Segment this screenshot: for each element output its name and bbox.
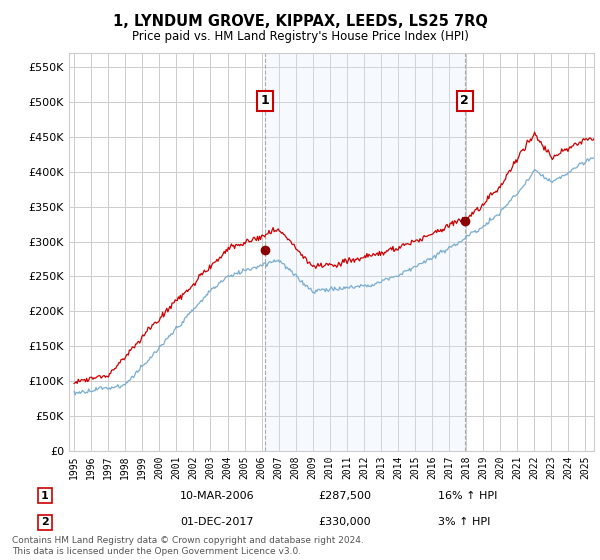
Text: Contains HM Land Registry data © Crown copyright and database right 2024.
This d: Contains HM Land Registry data © Crown c… [12, 536, 364, 556]
Text: 1: 1 [260, 95, 269, 108]
Text: 16% ↑ HPI: 16% ↑ HPI [438, 491, 497, 501]
Text: 1: 1 [41, 491, 49, 501]
Text: 3% ↑ HPI: 3% ↑ HPI [438, 517, 490, 528]
Text: 1, LYNDUM GROVE, KIPPAX, LEEDS, LS25 7RQ: 1, LYNDUM GROVE, KIPPAX, LEEDS, LS25 7RQ [113, 14, 487, 29]
Bar [265, 53, 465, 451]
Text: 2: 2 [460, 95, 469, 108]
Text: 01-DEC-2017: 01-DEC-2017 [180, 517, 254, 528]
Text: Price paid vs. HM Land Registry's House Price Index (HPI): Price paid vs. HM Land Registry's House … [131, 30, 469, 43]
Text: 2: 2 [41, 517, 49, 528]
Text: £330,000: £330,000 [318, 517, 371, 528]
Text: 10-MAR-2006: 10-MAR-2006 [180, 491, 254, 501]
Text: £287,500: £287,500 [318, 491, 371, 501]
